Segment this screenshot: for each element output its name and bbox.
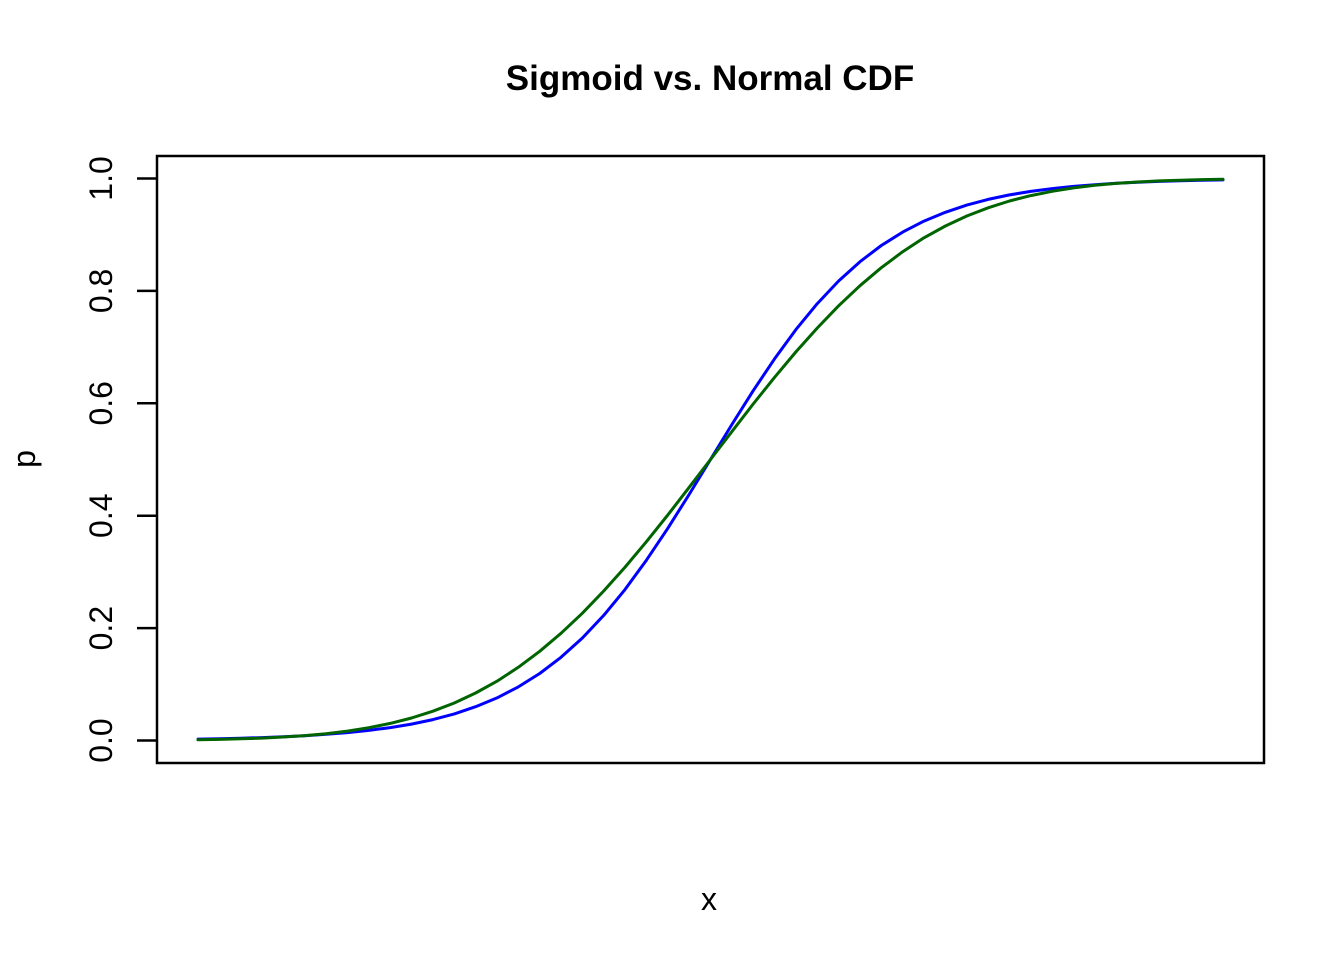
y-tick-label: 0.4: [83, 493, 119, 537]
curve-normal-cdf: [196, 177, 1225, 742]
y-tick-label: 0.2: [83, 606, 119, 650]
curves: [196, 177, 1225, 742]
y-tick-label: 1.0: [83, 156, 119, 200]
y-tick-label: 0.8: [83, 269, 119, 313]
y-axis: 0.0 0.2 0.4 0.6 0.8 1.0: [83, 156, 157, 763]
x-axis-label: x: [701, 881, 717, 917]
plot-box: [155, 154, 1266, 765]
y-tick-label: 0.0: [83, 718, 119, 762]
y-axis-label: p: [6, 450, 42, 468]
y-tick-label: 0.6: [83, 381, 119, 425]
chart-title: Sigmoid vs. Normal CDF: [506, 59, 914, 98]
